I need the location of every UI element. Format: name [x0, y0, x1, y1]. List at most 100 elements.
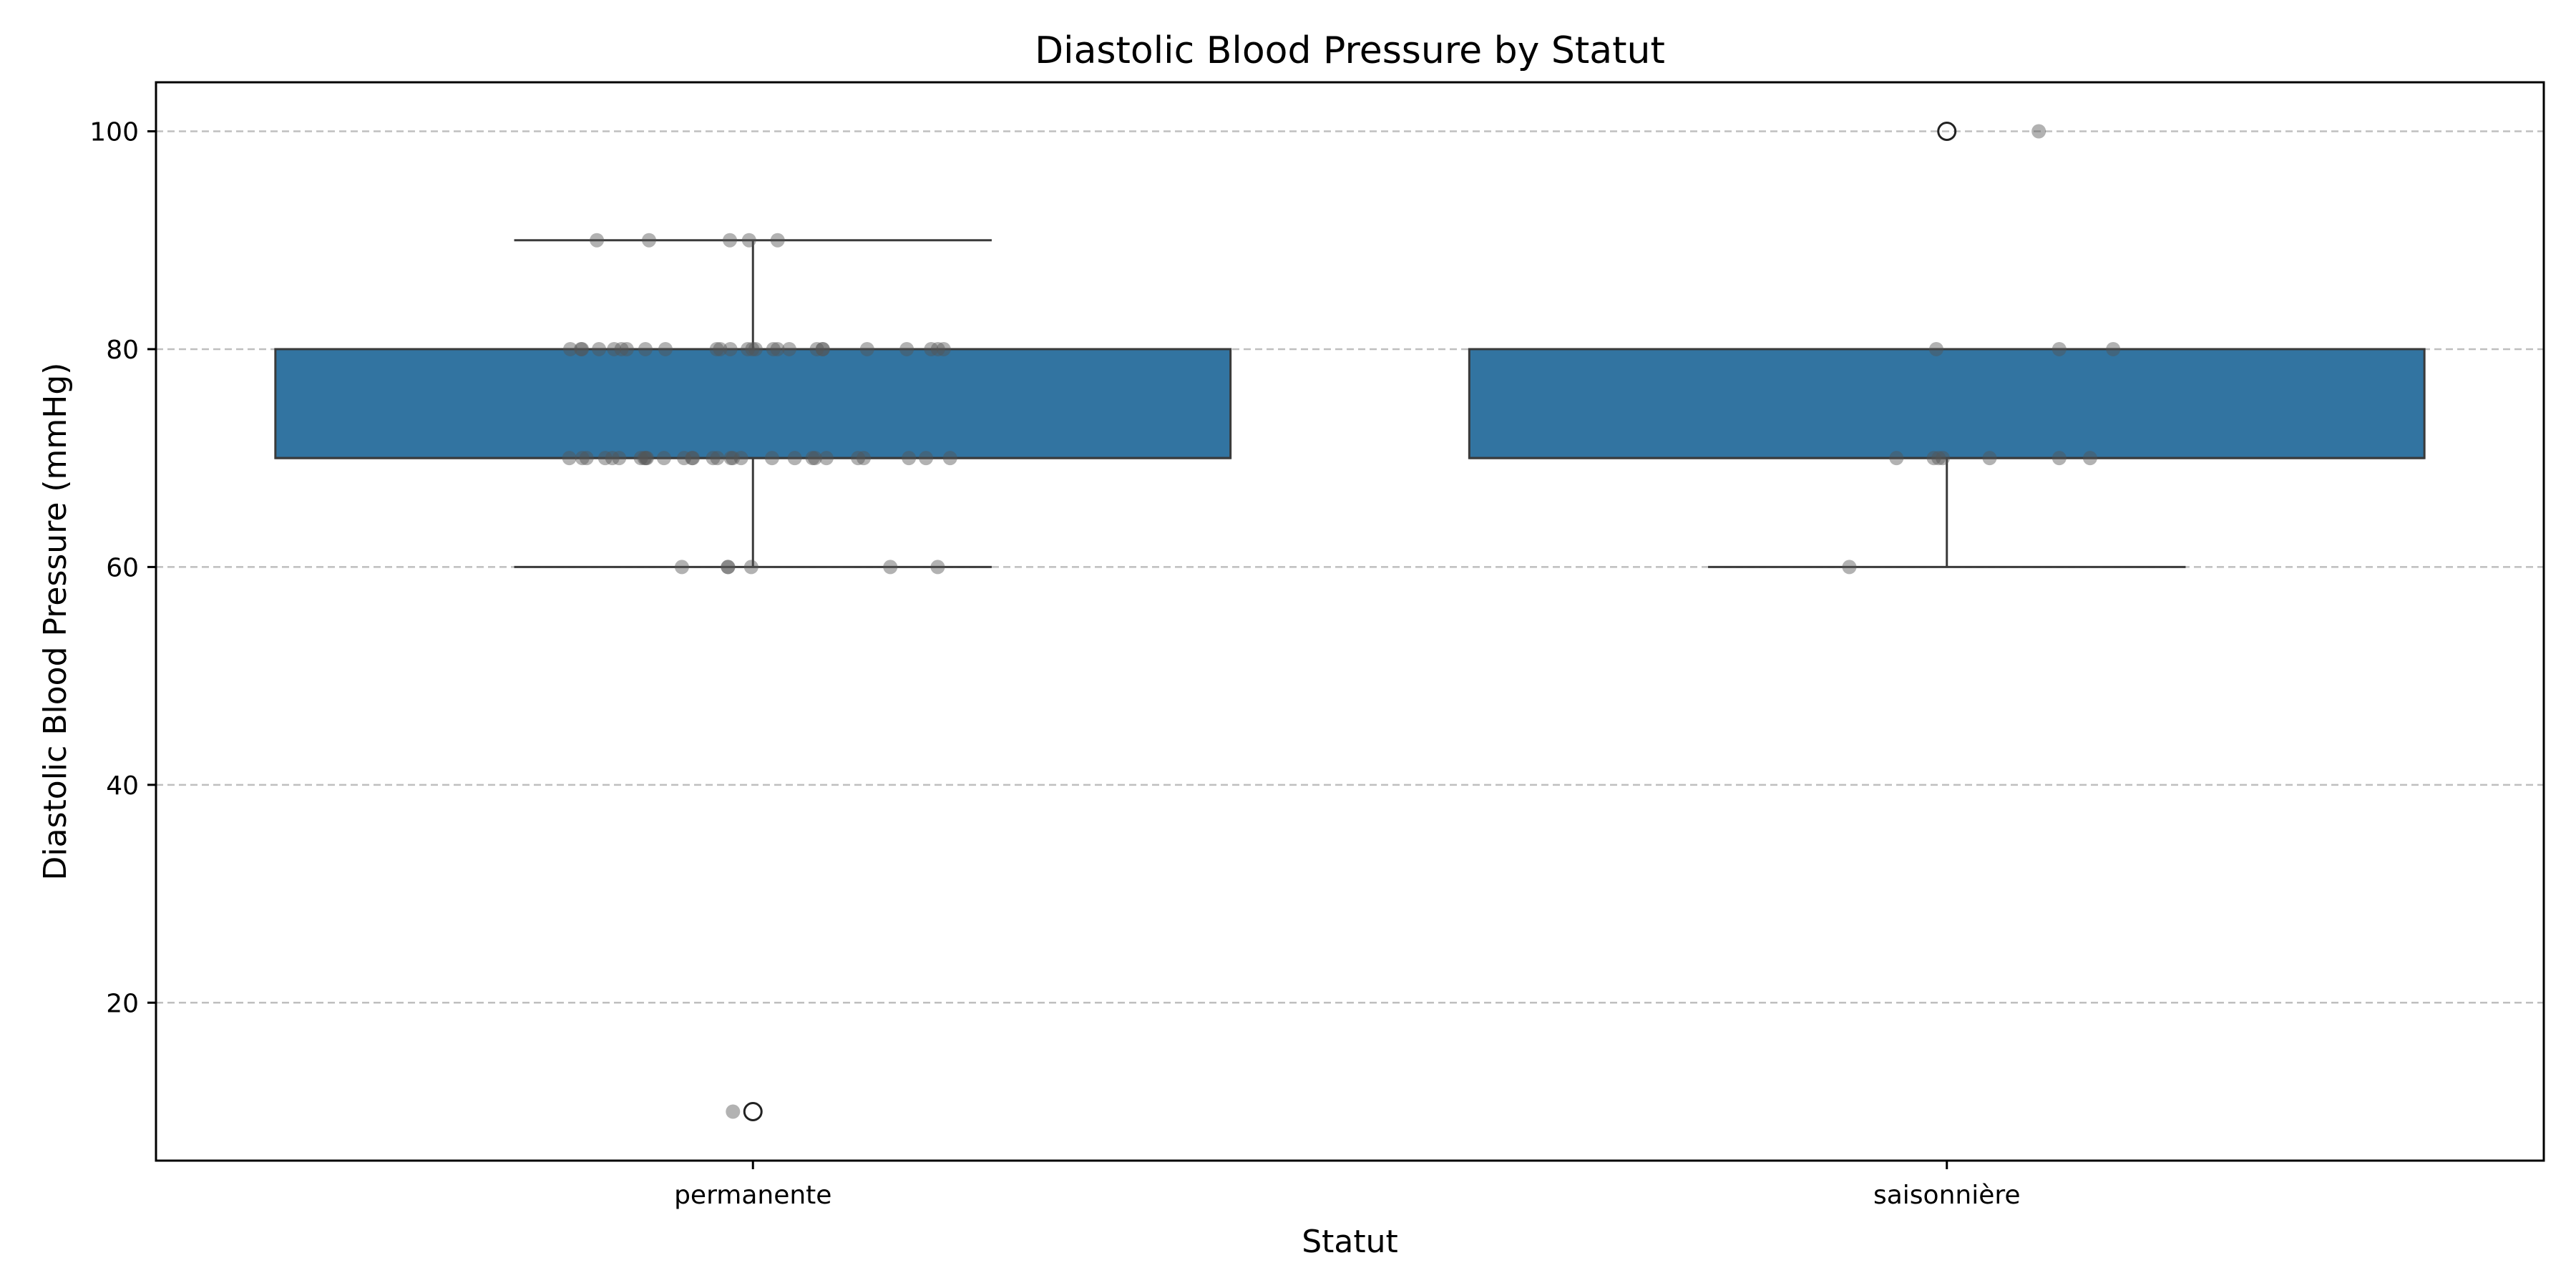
data-point — [638, 341, 653, 356]
data-point — [1928, 341, 1943, 356]
data-point — [743, 560, 758, 575]
data-point — [677, 451, 692, 466]
data-point — [815, 341, 830, 356]
x-axis-ticks: permanente saisonnière — [674, 1161, 2021, 1210]
box-group — [1468, 122, 2426, 568]
data-point — [930, 560, 945, 575]
data-point — [1842, 560, 1857, 575]
data-point — [857, 451, 872, 466]
data-point — [574, 341, 589, 356]
data-point — [723, 341, 738, 356]
data-point — [936, 341, 951, 356]
data-point — [942, 451, 957, 466]
data-point — [809, 341, 824, 356]
x-axis-label: Statut — [1302, 1224, 1398, 1260]
data-point — [713, 341, 728, 356]
data-point — [658, 341, 673, 356]
data-point — [930, 341, 945, 356]
data-point — [721, 560, 736, 575]
data-point — [612, 451, 627, 466]
y-axis-label: Diastolic Blood Pressure (mmHg) — [37, 363, 74, 881]
data-point — [2106, 341, 2121, 356]
y-tick-label: 60 — [106, 553, 139, 582]
data-point — [745, 341, 760, 356]
boxes — [274, 122, 2426, 1121]
data-point — [1931, 451, 1946, 466]
plot-frame — [155, 81, 2545, 1162]
data-point — [674, 560, 689, 575]
data-point — [597, 451, 613, 466]
data-point — [819, 451, 834, 466]
data-point — [686, 451, 701, 466]
data-point — [726, 1104, 741, 1119]
data-point — [709, 341, 724, 356]
data-point — [579, 451, 594, 466]
data-point — [902, 451, 917, 466]
y-tick-label: 20 — [106, 989, 139, 1018]
data-point — [770, 233, 785, 248]
data-point — [592, 341, 607, 356]
y-tick-label: 80 — [106, 336, 139, 365]
y-tick-label: 100 — [89, 118, 139, 147]
data-point — [619, 341, 634, 356]
data-point — [575, 451, 590, 466]
strip-points — [562, 124, 2121, 1119]
data-point — [638, 451, 653, 466]
data-point — [787, 451, 802, 466]
data-point — [748, 341, 763, 356]
data-point — [656, 451, 671, 466]
data-point — [764, 451, 779, 466]
x-tick-label: permanente — [674, 1181, 831, 1210]
data-point — [2051, 451, 2067, 466]
outlier-marker — [743, 1102, 763, 1121]
data-point — [607, 341, 622, 356]
data-point — [614, 341, 629, 356]
data-point — [781, 341, 796, 356]
data-point — [859, 341, 874, 356]
box-iqr — [1468, 348, 2426, 459]
data-point — [562, 451, 577, 466]
x-tick-label: saisonnière — [1873, 1181, 2021, 1210]
data-point — [1926, 451, 1941, 466]
data-point — [590, 233, 605, 248]
data-point — [924, 341, 939, 356]
data-point — [723, 451, 738, 466]
grid-lines — [156, 130, 2544, 1004]
y-axis-ticks: 20 40 60 80 100 — [89, 118, 156, 1018]
y-tick-label: 40 — [106, 771, 139, 801]
data-point — [706, 451, 721, 466]
data-point — [633, 451, 648, 466]
data-point — [770, 341, 785, 356]
data-point — [815, 341, 830, 356]
data-point — [685, 451, 700, 466]
data-point — [605, 451, 620, 466]
data-point — [741, 233, 756, 248]
data-point — [1936, 451, 1951, 466]
data-point — [805, 451, 820, 466]
data-point — [883, 560, 898, 575]
data-point — [766, 341, 781, 356]
data-point — [642, 233, 657, 248]
data-point — [741, 341, 756, 356]
data-point — [2082, 451, 2097, 466]
data-point — [639, 451, 654, 466]
data-point — [807, 451, 822, 466]
chart-title: Diastolic Blood Pressure by Statut — [1035, 29, 1665, 72]
outlier-marker — [1937, 122, 1957, 141]
data-point — [851, 451, 866, 466]
data-point — [726, 451, 741, 466]
data-point — [575, 341, 590, 356]
data-point — [723, 233, 738, 248]
data-point — [2031, 124, 2046, 139]
data-point — [919, 451, 934, 466]
box-group — [274, 239, 1232, 1121]
data-point — [733, 451, 748, 466]
data-point — [1889, 451, 1904, 466]
data-point — [1982, 451, 1997, 466]
data-point — [2051, 341, 2067, 356]
data-point — [899, 341, 914, 356]
data-point — [563, 341, 578, 356]
data-point — [710, 451, 725, 466]
